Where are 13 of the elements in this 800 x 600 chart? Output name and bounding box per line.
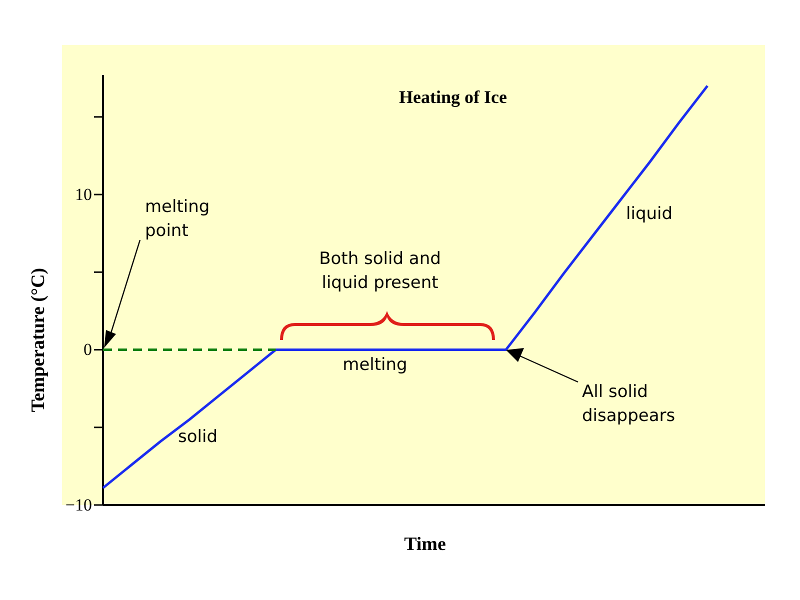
y-tick-label: 0 <box>84 340 92 360</box>
annotation: melting point <box>145 197 210 241</box>
annotation: liquid <box>626 204 673 224</box>
annotation: melting <box>342 355 408 375</box>
x-axis-title: Time <box>404 534 446 555</box>
y-axis-title: Temperature (°C) <box>28 268 49 412</box>
y-tick-label: 10 <box>75 184 92 204</box>
y-tick-label: −10 <box>65 495 92 514</box>
annotation: All solid disappears <box>582 382 676 426</box>
text: Heating of Ice <box>399 87 507 107</box>
annotation: solid <box>178 427 218 447</box>
line-series <box>102 84 709 490</box>
annotation: Both solid and liquid present <box>319 249 441 293</box>
